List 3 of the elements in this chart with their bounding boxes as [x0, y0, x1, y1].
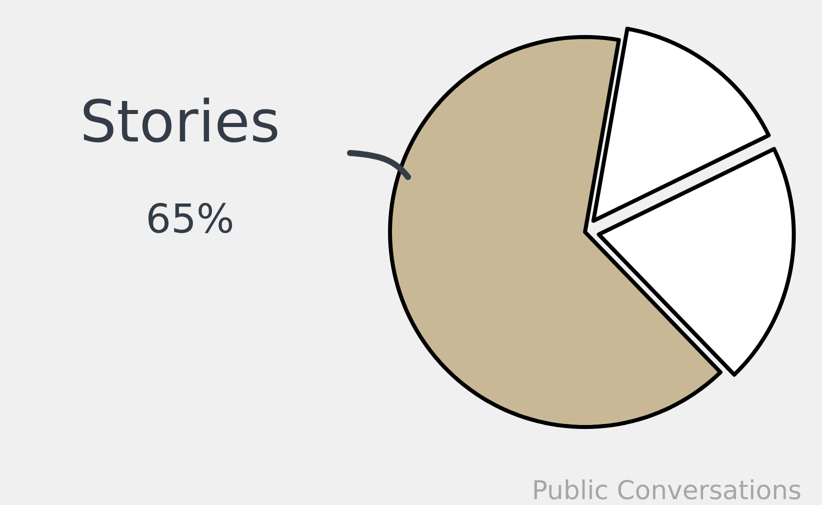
- text: Public Conversations: [534, 479, 800, 500]
- slice-label: Stories: [84, 98, 278, 142]
- data-label: 65%: [148, 202, 232, 234]
